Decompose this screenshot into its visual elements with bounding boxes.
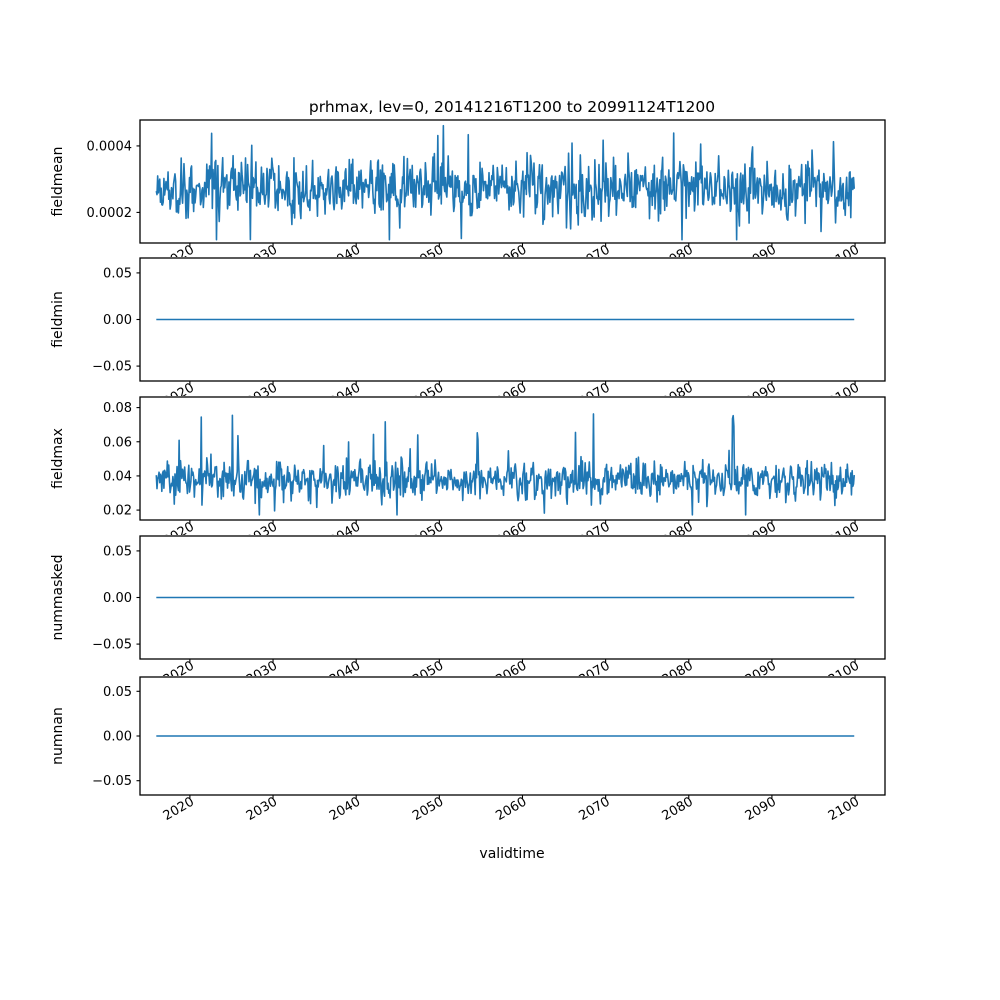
y-tick-label: 0.05 <box>103 685 132 700</box>
panel-background <box>0 396 1000 521</box>
y-axis-label-numnan: numnan <box>50 707 66 765</box>
x-axis-label: validtime <box>479 846 544 862</box>
panel-fieldmean: 0.00020.0004fieldmean2020203020402050206… <box>0 119 1000 272</box>
y-tick-label: −0.05 <box>92 638 132 653</box>
y-tick-label: 0.02 <box>103 504 132 519</box>
y-tick-label: 0.00 <box>103 591 132 606</box>
panel-spines <box>139 119 886 244</box>
y-axis-label-nummasked: nummasked <box>50 554 66 640</box>
y-tick-label: 0.0004 <box>87 139 133 154</box>
y-tick-label: 0.05 <box>103 266 132 281</box>
y-tick-label: 0.08 <box>103 401 132 416</box>
y-axis-label-fieldmin: fieldmin <box>50 291 66 348</box>
panel-spines <box>139 396 886 521</box>
y-tick-label: 0.00 <box>103 313 132 328</box>
y-tick-label: −0.05 <box>92 360 132 375</box>
y-tick-label: 0.00 <box>103 730 132 745</box>
series-fieldmean <box>155 124 856 241</box>
panel-spines <box>139 676 886 796</box>
y-tick-label: −0.05 <box>92 774 132 789</box>
y-tick-label: 0.0002 <box>87 206 133 221</box>
panel-spines <box>139 257 886 382</box>
y-tick-label: 0.04 <box>103 469 132 484</box>
panels-group: 0.00020.0004fieldmean2020203020402050206… <box>0 119 1000 824</box>
y-axis-label-fieldmean: fieldmean <box>50 147 66 217</box>
series-fieldmax <box>155 413 856 516</box>
y-axis-label-fieldmax: fieldmax <box>50 428 66 489</box>
y-tick-label: 0.06 <box>103 435 132 450</box>
chart-title: prhmax, lev=0, 20141216T1200 to 20991124… <box>309 98 715 116</box>
y-tick-label: 0.05 <box>103 544 132 559</box>
panel-spines <box>139 535 886 660</box>
